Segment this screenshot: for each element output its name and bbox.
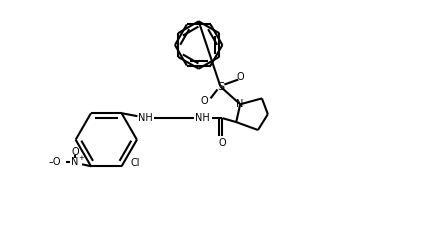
Text: N: N [236,99,244,109]
Text: +: + [78,155,84,161]
Text: O: O [236,72,244,82]
Text: O: O [219,138,226,148]
Text: O: O [201,96,208,106]
Text: O: O [71,147,79,157]
Text: N: N [72,157,79,167]
Text: NH: NH [138,113,153,123]
Text: NH: NH [195,113,210,123]
Text: –O: –O [49,157,61,167]
Text: Cl: Cl [130,158,140,168]
Text: S: S [217,81,224,91]
